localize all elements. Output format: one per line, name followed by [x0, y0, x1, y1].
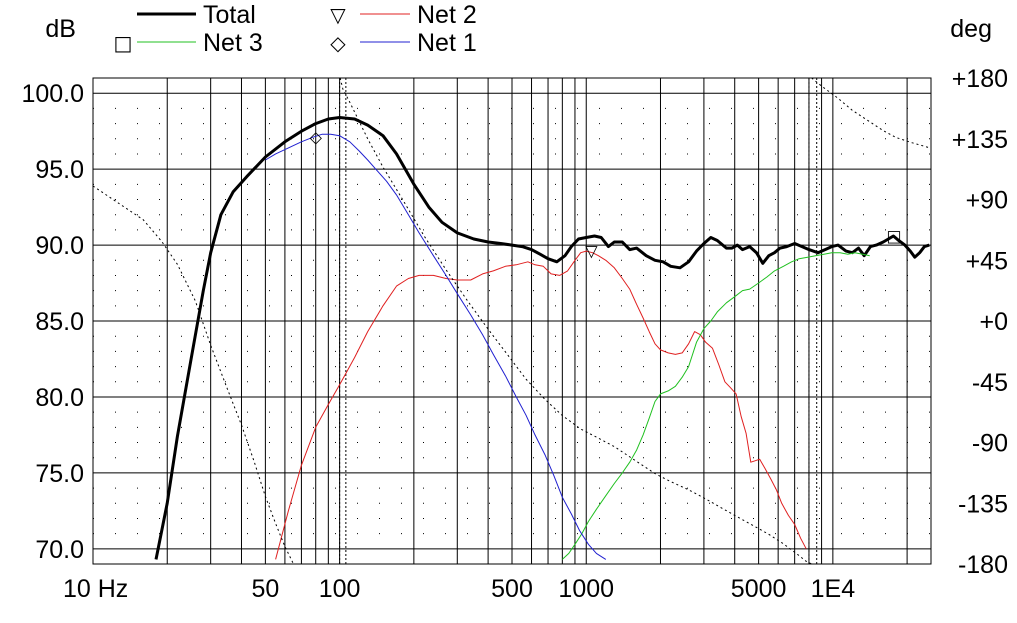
- y-tick-label: 80.0: [35, 384, 84, 412]
- legend-marker: ◇: [330, 31, 346, 55]
- y-axis-ticks: 100.0 95.0 90.0 85.0 80.0 75.0 70.0: [21, 80, 84, 564]
- legend-label: Net 2: [417, 1, 477, 29]
- y-tick-label: 90.0: [35, 232, 84, 260]
- x-tick-label: 1000: [558, 575, 614, 603]
- y-tick-label: 95.0: [35, 156, 84, 184]
- x-tick-label: 100: [319, 575, 361, 603]
- series-marker: ◇: [310, 128, 323, 147]
- y2-tick-label: -135: [958, 490, 1008, 518]
- series-marker: ▽: [585, 242, 598, 261]
- y2-axis-ticks: +180 +135 +90 +45 +0 -45 -90 -135 -180: [952, 65, 1008, 579]
- y2-tick-label: +90: [966, 187, 1008, 215]
- series-net-1: [265, 133, 607, 560]
- y2-tick-label: -90: [972, 430, 1008, 458]
- y-tick-label: 70.0: [35, 536, 84, 564]
- x-tick-label: 1E4: [811, 575, 856, 603]
- y2-tick-label: +135: [952, 126, 1008, 154]
- y-tick-label: 85.0: [35, 308, 84, 336]
- y-axis-unit-label: dB: [45, 15, 76, 43]
- series-marker: □: [886, 226, 901, 245]
- y2-tick-label: +0: [979, 308, 1008, 336]
- y2-tick-label: +180: [952, 65, 1008, 93]
- x-tick-label: 50: [251, 575, 279, 603]
- y2-tick-label: -45: [972, 369, 1008, 397]
- x-tick-label: 10 Hz: [63, 575, 128, 603]
- series-layer: [92, 77, 932, 565]
- legend-marker: ▽: [330, 3, 346, 27]
- series-total-phase: [92, 77, 932, 565]
- y2-tick-label: -180: [958, 551, 1008, 579]
- x-tick-label: 5000: [731, 575, 787, 603]
- y-tick-label: 100.0: [21, 80, 84, 108]
- x-tick-label: 500: [491, 575, 533, 603]
- y2-axis-unit-label: deg: [950, 15, 992, 43]
- legend-label: Net 3: [203, 29, 263, 57]
- plot-frame: [92, 77, 932, 565]
- y-tick-label: 75.0: [35, 460, 84, 488]
- y2-tick-label: +45: [966, 247, 1008, 275]
- series-total: [154, 116, 930, 560]
- marker-layer: ◇ ▽ □: [310, 128, 902, 261]
- legend-label: Total: [203, 1, 256, 29]
- legend-marker: □: [114, 31, 133, 55]
- legend: Total ▽ Net 2 □ Net 3 ◇ Net 1: [114, 1, 477, 57]
- legend-label: Net 1: [417, 29, 477, 57]
- series-net-2: [275, 250, 807, 560]
- x-axis-ticks: 10 Hz 50 100 500 1000 5000 1E4: [63, 575, 855, 603]
- series-net-3: [561, 252, 870, 560]
